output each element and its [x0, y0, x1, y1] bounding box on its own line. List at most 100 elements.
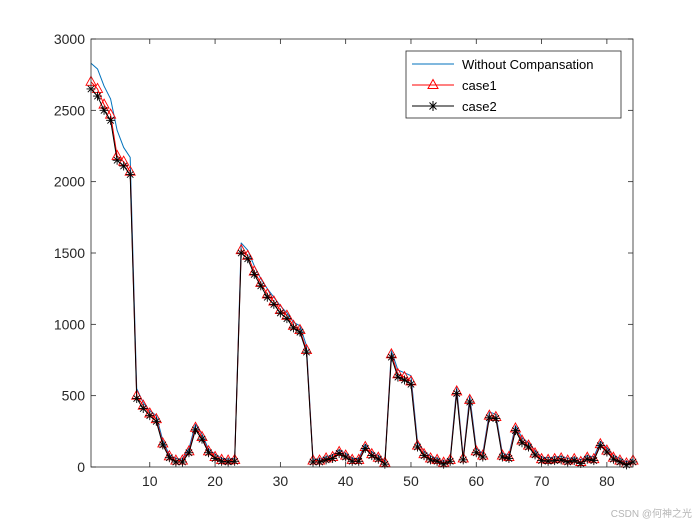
- x-tick-label-0: 10: [142, 473, 158, 489]
- series-2-point-42: [360, 443, 370, 453]
- legend-label-series-0: Without Compansation: [462, 57, 594, 72]
- series-2-point-57: [458, 455, 468, 465]
- series-2-point-14: [177, 457, 187, 467]
- series-2-point-23: [236, 248, 246, 258]
- watermark: CSDN @何神之光: [610, 509, 692, 520]
- series-2-point-16: [190, 425, 200, 435]
- y-tick-label-3: 1500: [54, 245, 85, 261]
- series-2-point-81: [615, 457, 625, 467]
- series-2-point-26: [256, 281, 266, 291]
- series-2-point-59: [471, 448, 481, 458]
- series-2-point-44: [373, 454, 383, 464]
- series-2-point-53: [432, 456, 442, 466]
- series-2-point-80: [608, 454, 618, 464]
- series-layer: [85, 62, 639, 470]
- series-2-point-72: [556, 455, 566, 465]
- legend-marker-series-1: [427, 78, 439, 89]
- series-2-point-68: [530, 450, 540, 460]
- series-2-point-75: [576, 458, 586, 468]
- series-2-point-22: [230, 456, 240, 466]
- y-tick-label-5: 2500: [54, 102, 85, 118]
- x-tick-label-5: 60: [468, 473, 484, 489]
- series-2-point-8: [138, 404, 148, 414]
- series-2-point-56: [452, 389, 462, 399]
- series-2-point-9: [145, 411, 155, 421]
- series-2-point-12: [164, 453, 174, 463]
- series-2-point-48: [399, 375, 409, 385]
- series-2-point-50: [413, 442, 423, 452]
- series-2-point-28: [269, 299, 279, 309]
- series-2-point-2: [99, 105, 109, 115]
- y-tick-label-4: 2000: [54, 174, 85, 190]
- series-2-point-76: [582, 454, 592, 464]
- series-2-point-4: [112, 155, 122, 165]
- series-2-point-15: [184, 448, 194, 458]
- series-2-point-62: [491, 413, 501, 423]
- series-2-point-66: [517, 438, 527, 448]
- series-2-point-43: [367, 451, 377, 461]
- series-2-point-46: [386, 352, 396, 362]
- series-2-point-70: [543, 456, 553, 466]
- series-2-point-17: [197, 434, 207, 444]
- series-2-point-25: [249, 269, 259, 279]
- x-tick-label-3: 40: [338, 473, 354, 489]
- series-2-point-73: [563, 457, 573, 467]
- series-2-point-63: [497, 452, 507, 462]
- series-2-point-1: [93, 91, 103, 101]
- legend: Without Compansation case1 case2: [405, 50, 622, 119]
- series-2-point-45: [380, 459, 390, 469]
- y-tick-label-0: 0: [77, 459, 85, 475]
- series-2-point-65: [510, 426, 520, 436]
- x-tick-label-7: 80: [599, 473, 615, 489]
- series-2-point-39: [341, 452, 351, 462]
- x-tick-label-6: 70: [534, 473, 550, 489]
- series-2-point-58: [465, 397, 475, 407]
- series-2-point-13: [171, 457, 181, 467]
- x-tick-label-4: 50: [403, 473, 419, 489]
- series-2-point-3: [106, 115, 116, 125]
- legend-label-series-1: case1: [462, 78, 497, 93]
- y-tick-label-1: 500: [62, 388, 86, 404]
- series-2-point-60: [478, 452, 488, 462]
- series-2-point-20: [217, 456, 227, 466]
- series-2-point-78: [595, 441, 605, 451]
- series-2-point-64: [504, 453, 514, 463]
- series-2-point-27: [262, 292, 272, 302]
- series-2-point-47: [393, 372, 403, 382]
- series-2-point-36: [321, 455, 331, 465]
- series-2-point-77: [589, 456, 599, 466]
- legend-label-series-2: case2: [462, 99, 497, 114]
- series-2-point-30: [282, 314, 292, 324]
- series-2-point-24: [243, 254, 253, 264]
- series-2-point-67: [524, 442, 534, 452]
- legend-marker-series-2: [428, 101, 438, 111]
- series-2-point-38: [334, 448, 344, 458]
- series-2-point-10: [151, 416, 161, 426]
- axes-layer: 0 500 1000 1500 2000 2500 3000 10 20 30 40 50 60 70 80: [54, 31, 633, 489]
- x-tick-label-2: 30: [273, 473, 289, 489]
- series-2-point-21: [223, 457, 233, 467]
- series-2-point-74: [569, 456, 579, 466]
- series-2-point-41: [354, 456, 364, 466]
- series-2-point-7: [132, 394, 142, 404]
- series-2-point-35: [315, 457, 325, 467]
- series-2-point-29: [275, 308, 285, 318]
- series-2-point-61: [484, 413, 494, 423]
- series-2-point-33: [301, 347, 311, 357]
- series-2-point-5: [119, 161, 129, 171]
- y-tick-label-6: 3000: [54, 31, 85, 47]
- series-2-point-52: [426, 455, 436, 465]
- series-2-point-49: [406, 379, 416, 389]
- series-2-point-55: [445, 456, 455, 466]
- y-tick-label-2: 1000: [54, 316, 85, 332]
- series-2-point-11: [158, 440, 168, 450]
- series-2-point-37: [328, 453, 338, 463]
- series-2-point-18: [204, 448, 214, 458]
- series-2-point-71: [550, 456, 560, 466]
- x-tick-label-1: 20: [207, 473, 223, 489]
- series-2-point-32: [295, 327, 305, 337]
- series-2-point-34: [308, 457, 318, 467]
- series-2-point-19: [210, 453, 220, 463]
- series-2-point-51: [419, 451, 429, 461]
- series-2-point-79: [602, 447, 612, 457]
